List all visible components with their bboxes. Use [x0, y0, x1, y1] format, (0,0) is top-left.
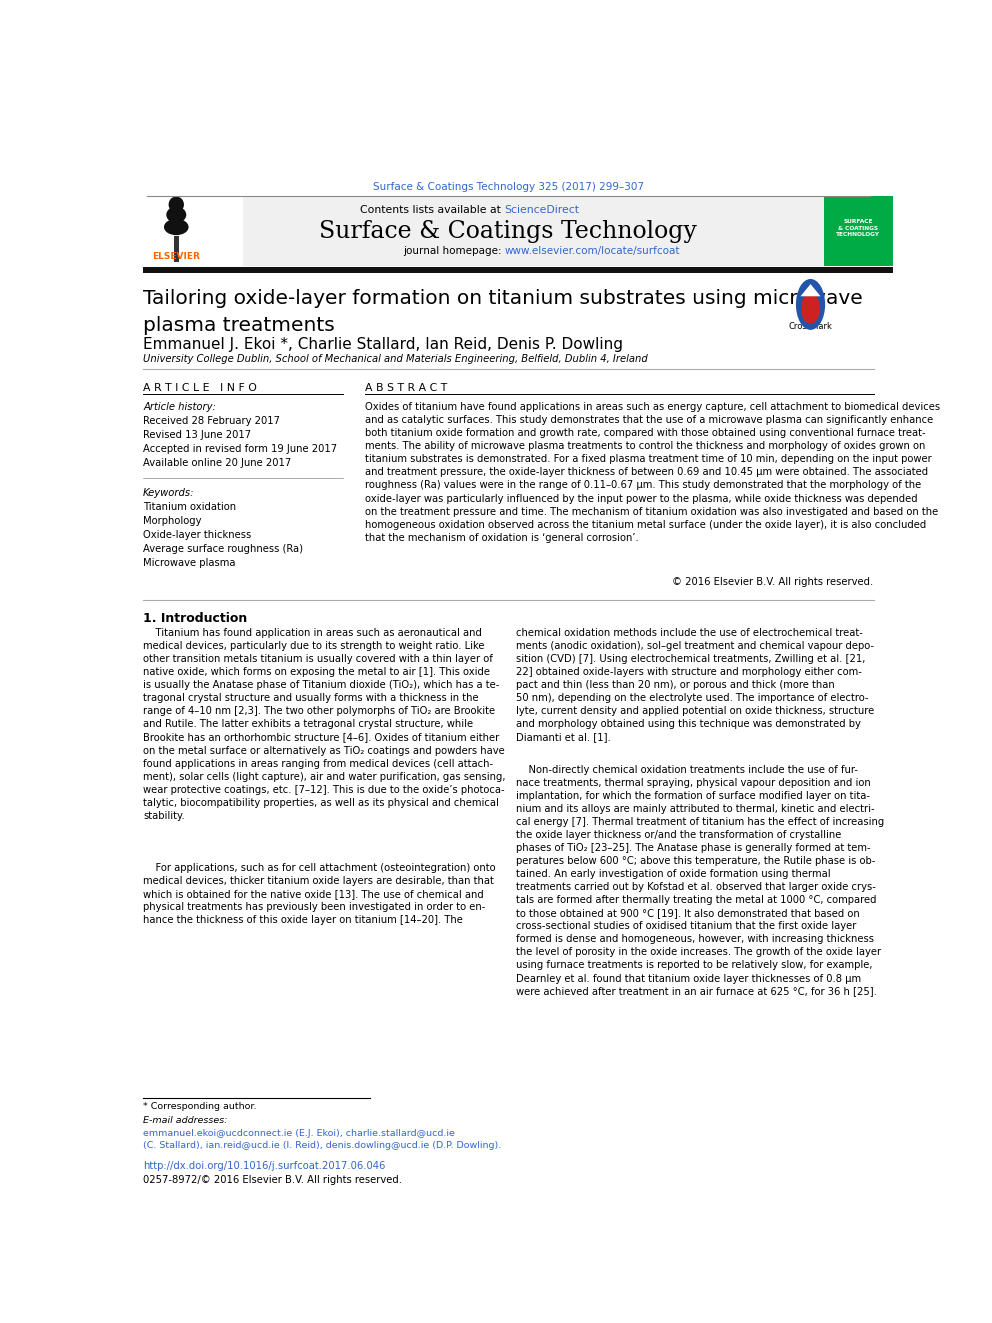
FancyBboxPatch shape — [823, 196, 893, 266]
Ellipse shape — [164, 218, 188, 235]
Text: E-mail addresses:: E-mail addresses: — [143, 1117, 231, 1126]
Text: A R T I C L E   I N F O: A R T I C L E I N F O — [143, 382, 257, 393]
Text: Article history:: Article history: — [143, 402, 216, 413]
Text: Titanium oxidation: Titanium oxidation — [143, 501, 236, 512]
Text: journal homepage:: journal homepage: — [403, 246, 505, 257]
Text: chemical oxidation methods include the use of electrochemical treat-
ments (anod: chemical oxidation methods include the u… — [516, 628, 874, 742]
Text: Non-directly chemical oxidation treatments include the use of fur-
nace treatmen: Non-directly chemical oxidation treatmen… — [516, 765, 884, 996]
Text: Tailoring oxide-layer formation on titanium substrates using microwave
plasma tr: Tailoring oxide-layer formation on titan… — [143, 290, 863, 335]
Text: A B S T R A C T: A B S T R A C T — [365, 382, 446, 393]
Text: Morphology: Morphology — [143, 516, 201, 527]
Text: http://dx.doi.org/10.1016/j.surfcoat.2017.06.046: http://dx.doi.org/10.1016/j.surfcoat.201… — [143, 1162, 386, 1171]
Text: Oxides of titanium have found applications in areas such as energy capture, cell: Oxides of titanium have found applicatio… — [365, 402, 939, 542]
Text: 1. Introduction: 1. Introduction — [143, 611, 247, 624]
Text: Contents lists available at: Contents lists available at — [360, 205, 505, 214]
Text: CrossMark: CrossMark — [789, 321, 832, 331]
Text: Titanium has found application in areas such as aeronautical and
medical devices: Titanium has found application in areas … — [143, 628, 506, 820]
Bar — [143, 267, 893, 273]
Text: Surface & Coatings Technology 325 (2017) 299–307: Surface & Coatings Technology 325 (2017)… — [373, 183, 644, 192]
Ellipse shape — [169, 196, 184, 213]
Text: www.elsevier.com/locate/surfcoat: www.elsevier.com/locate/surfcoat — [505, 246, 681, 257]
Text: Received 28 February 2017: Received 28 February 2017 — [143, 417, 280, 426]
Text: Accepted in revised form 19 June 2017: Accepted in revised form 19 June 2017 — [143, 445, 337, 454]
Text: Emmanuel J. Ekoi *, Charlie Stallard, Ian Reid, Denis P. Dowling: Emmanuel J. Ekoi *, Charlie Stallard, Ia… — [143, 337, 623, 352]
Text: Available online 20 June 2017: Available online 20 June 2017 — [143, 459, 292, 468]
Text: Keywords:: Keywords: — [143, 488, 194, 497]
Text: Revised 13 June 2017: Revised 13 June 2017 — [143, 430, 251, 441]
FancyBboxPatch shape — [243, 196, 823, 266]
Text: University College Dublin, School of Mechanical and Materials Engineering, Belfi: University College Dublin, School of Mec… — [143, 355, 648, 364]
Text: For applications, such as for cell attachment (osteointegration) onto
medical de: For applications, such as for cell attac… — [143, 864, 496, 926]
Text: ELSEVIER: ELSEVIER — [153, 251, 200, 261]
Text: * Corresponding author.: * Corresponding author. — [143, 1102, 257, 1111]
Text: © 2016 Elsevier B.V. All rights reserved.: © 2016 Elsevier B.V. All rights reserved… — [673, 577, 874, 587]
Text: emmanuel.ekoi@ucdconnect.ie (E.J. Ekoi), charlie.stallard@ucd.ie: emmanuel.ekoi@ucdconnect.ie (E.J. Ekoi),… — [143, 1129, 455, 1138]
Text: Surface & Coatings Technology: Surface & Coatings Technology — [319, 220, 697, 243]
Text: ScienceDirect: ScienceDirect — [505, 205, 579, 214]
Text: SURFACE
& COATINGS
TECHNOLOGY: SURFACE & COATINGS TECHNOLOGY — [836, 218, 880, 237]
Polygon shape — [801, 284, 820, 296]
Text: (C. Stallard), ian.reid@ucd.ie (I. Reid), denis.dowling@ucd.ie (D.P. Dowling).: (C. Stallard), ian.reid@ucd.ie (I. Reid)… — [143, 1140, 502, 1150]
Ellipse shape — [801, 294, 820, 324]
Text: Microwave plasma: Microwave plasma — [143, 558, 236, 568]
Ellipse shape — [167, 206, 186, 224]
Text: 0257-8972/© 2016 Elsevier B.V. All rights reserved.: 0257-8972/© 2016 Elsevier B.V. All right… — [143, 1175, 402, 1185]
Text: Oxide-layer thickness: Oxide-layer thickness — [143, 531, 251, 540]
Bar — [174, 237, 179, 262]
Ellipse shape — [796, 279, 825, 329]
Text: Average surface roughness (Ra): Average surface roughness (Ra) — [143, 544, 304, 554]
FancyBboxPatch shape — [143, 198, 242, 263]
